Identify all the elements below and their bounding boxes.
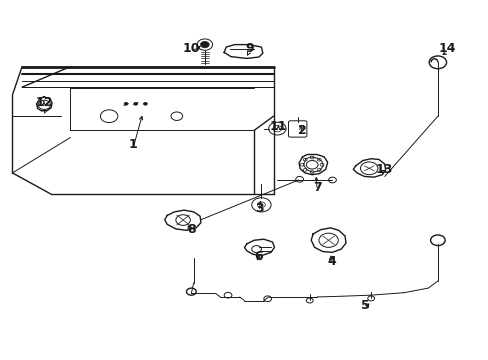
- Text: 2: 2: [298, 124, 306, 137]
- Text: 6: 6: [254, 250, 263, 263]
- Text: 9: 9: [244, 42, 253, 55]
- Circle shape: [143, 102, 147, 105]
- Text: 8: 8: [186, 223, 195, 236]
- Text: 14: 14: [438, 42, 455, 55]
- Text: 11: 11: [269, 120, 286, 133]
- Text: 12: 12: [35, 95, 53, 108]
- Text: 3: 3: [254, 202, 263, 215]
- Circle shape: [200, 41, 209, 48]
- Text: 13: 13: [375, 163, 392, 176]
- Text: 1: 1: [129, 138, 138, 151]
- Text: 4: 4: [326, 255, 335, 268]
- Text: 5: 5: [360, 299, 369, 312]
- Circle shape: [124, 102, 128, 105]
- Text: 7: 7: [312, 181, 321, 194]
- Circle shape: [134, 102, 138, 105]
- Text: 10: 10: [182, 42, 200, 55]
